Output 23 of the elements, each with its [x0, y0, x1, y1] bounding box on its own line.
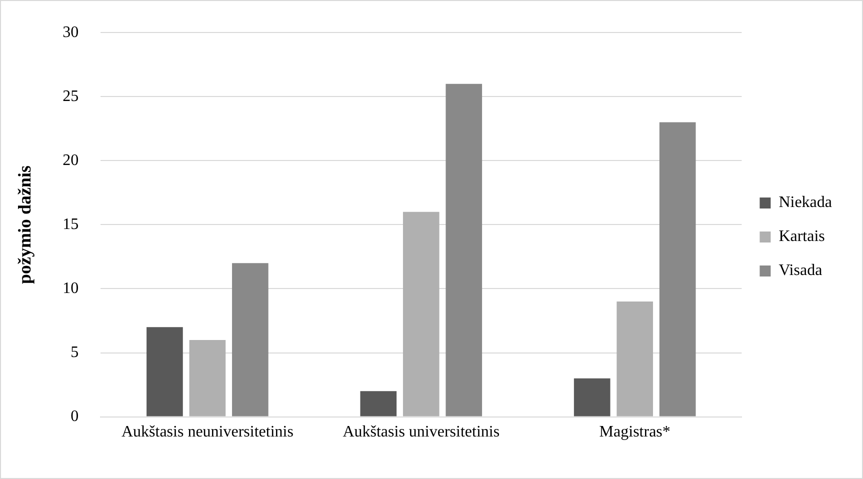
y-tick-label: 5	[70, 344, 79, 361]
x-tick-label: Magistras*	[599, 424, 670, 441]
bar	[146, 327, 183, 416]
bar	[360, 391, 397, 416]
y-tick-label: 20	[62, 152, 79, 169]
bar	[616, 302, 654, 416]
y-axis-title: požymio dažnis	[14, 165, 34, 284]
y-tick-label: 15	[62, 216, 79, 233]
legend-label: Niekada	[778, 194, 832, 212]
legend-label: Kartais	[778, 228, 825, 246]
bar	[402, 212, 440, 416]
x-tick-label: Aukštasis neuniversitetinis	[121, 424, 294, 441]
bar	[189, 340, 226, 416]
bar	[232, 263, 268, 416]
y-tick-label: 25	[62, 88, 79, 105]
bar	[659, 122, 696, 416]
x-tick-label: Aukštasis universitetinis	[342, 424, 500, 441]
y-tick-label: 30	[62, 24, 79, 41]
y-tick-label: 10	[62, 280, 79, 297]
bar	[446, 84, 482, 416]
legend-label: Visada	[778, 262, 822, 280]
bar	[574, 378, 610, 416]
y-tick-label: 0	[70, 408, 79, 426]
